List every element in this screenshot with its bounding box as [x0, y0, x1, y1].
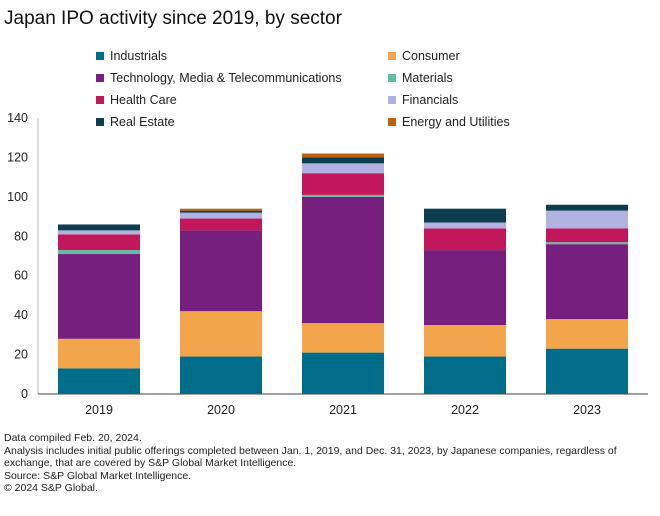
- legend-label-health-care: Health Care: [110, 93, 177, 107]
- bar-2021-materials: [302, 194, 384, 197]
- legend-label-materials: Materials: [402, 71, 453, 85]
- y-tick-label-140: 140: [7, 111, 28, 125]
- legend: Industrials Consumer Technology, Media & T…: [96, 49, 510, 129]
- footnote-copyright: © 2024 S&P Global.: [4, 482, 98, 495]
- bar-2019-technology-media-and-telecommunications: [58, 254, 140, 339]
- bar-2021-health-care: [302, 173, 384, 195]
- stacked-bar-chart: Industrials Consumer Technology, Media & T…: [7, 49, 648, 417]
- legend-swatch-energy-and-utilities: [388, 118, 396, 126]
- bar-2022-technology-media-and-telecommunications: [424, 250, 506, 325]
- bar-2020-technology-media-and-telecommunications: [180, 230, 262, 312]
- y-tick-label-120: 120: [7, 150, 28, 164]
- bar-2022-financials: [424, 222, 506, 229]
- y-tick-label-100: 100: [7, 190, 28, 204]
- legend-swatch-materials: [388, 74, 396, 82]
- bar-2023-materials: [546, 242, 628, 245]
- bar-stack-2023: [546, 204, 628, 394]
- legend-item-health-care: Health Care: [96, 93, 177, 107]
- bar-stack-2022: [424, 208, 506, 394]
- bar-2021-industrials: [302, 352, 384, 394]
- bar-2019-financials: [58, 230, 140, 235]
- legend-swatch-health-care: [96, 96, 104, 104]
- bar-stack-2021: [302, 153, 384, 394]
- bar-2022-health-care: [424, 228, 506, 251]
- footnote-source: Source: S&P Global Market Intelligence.: [4, 469, 192, 482]
- bar-2020-energy-and-utilities: [180, 208, 262, 211]
- x-tick-label-2023: 2023: [573, 403, 601, 417]
- y-tick-label-60: 60: [14, 269, 28, 283]
- legend-item-industrials: Industrials: [96, 49, 167, 63]
- legend-swatch-technology-media-and-telecommunications: [96, 74, 104, 82]
- bar-stack-2020: [180, 208, 262, 394]
- bar-2022-consumer: [424, 325, 506, 357]
- legend-swatch-real-estate: [96, 118, 104, 126]
- y-tick-label-0: 0: [21, 387, 28, 401]
- legend-item-technology-media-and-telecommunications: Technology, Media & Telecommunications: [96, 71, 342, 85]
- y-tick-label-80: 80: [14, 229, 28, 243]
- bar-2023-financials: [546, 210, 628, 229]
- legend-label-technology-media-and-telecommunications: Technology, Media & Telecommunications: [110, 71, 342, 85]
- bar-2023-real-estate: [546, 204, 628, 211]
- legend-swatch-industrials: [96, 52, 104, 60]
- bar-2019-industrials: [58, 368, 140, 394]
- bar-2021-technology-media-and-telecommunications: [302, 196, 384, 324]
- legend-item-real-estate: Real Estate: [96, 115, 175, 129]
- x-tick-label-2021: 2021: [329, 403, 357, 417]
- y-tick-label-40: 40: [14, 308, 28, 322]
- x-tick-label-2019: 2019: [85, 403, 113, 417]
- bar-2021-energy-and-utilities: [302, 153, 384, 158]
- bar-2020-consumer: [180, 311, 262, 357]
- bar-2022-real-estate: [424, 208, 506, 223]
- y-tick-label-20: 20: [14, 348, 28, 362]
- chart-title: Japan IPO activity since 2019, by sector: [4, 8, 342, 29]
- bar-2019-consumer: [58, 338, 140, 369]
- bar-2021-consumer: [302, 323, 384, 353]
- bar-2020-health-care: [180, 218, 262, 231]
- bar-2019-health-care: [58, 234, 140, 251]
- legend-item-energy-and-utilities: Energy and Utilities: [388, 115, 510, 129]
- legend-label-real-estate: Real Estate: [110, 115, 175, 129]
- bar-2023-consumer: [546, 319, 628, 349]
- x-tick-label-2020: 2020: [207, 403, 235, 417]
- bar-2021-financials: [302, 163, 384, 174]
- legend-swatch-financials: [388, 96, 396, 104]
- bar-2020-real-estate: [180, 210, 262, 213]
- bars: 2019 2020 2021 2022 2023: [58, 153, 628, 417]
- legend-label-consumer: Consumer: [402, 49, 460, 63]
- footnote-analysis: Analysis includes initial public offerin…: [4, 444, 617, 470]
- footnotes: Data compiled Feb. 20, 2024. Analysis in…: [4, 432, 654, 495]
- legend-item-financials: Financials: [388, 93, 458, 107]
- bar-stack-2019: [58, 224, 140, 394]
- bar-2023-health-care: [546, 228, 628, 243]
- footnote-data-compiled: Data compiled Feb. 20, 2024.: [4, 432, 142, 444]
- legend-label-industrials: Industrials: [110, 49, 167, 63]
- bar-2019-materials: [58, 250, 140, 255]
- legend-label-financials: Financials: [402, 93, 458, 107]
- legend-label-energy-and-utilities: Energy and Utilities: [402, 115, 510, 129]
- legend-swatch-consumer: [388, 52, 396, 60]
- bar-2023-technology-media-and-telecommunications: [546, 244, 628, 320]
- x-tick-label-2022: 2022: [451, 403, 479, 417]
- bar-2019-real-estate: [58, 224, 140, 231]
- bar-2021-real-estate: [302, 157, 384, 164]
- bar-2020-financials: [180, 212, 262, 219]
- legend-item-materials: Materials: [388, 71, 453, 85]
- bar-2022-industrials: [424, 356, 506, 394]
- legend-item-consumer: Consumer: [388, 49, 460, 63]
- bar-2020-industrials: [180, 356, 262, 394]
- bar-2023-industrials: [546, 348, 628, 394]
